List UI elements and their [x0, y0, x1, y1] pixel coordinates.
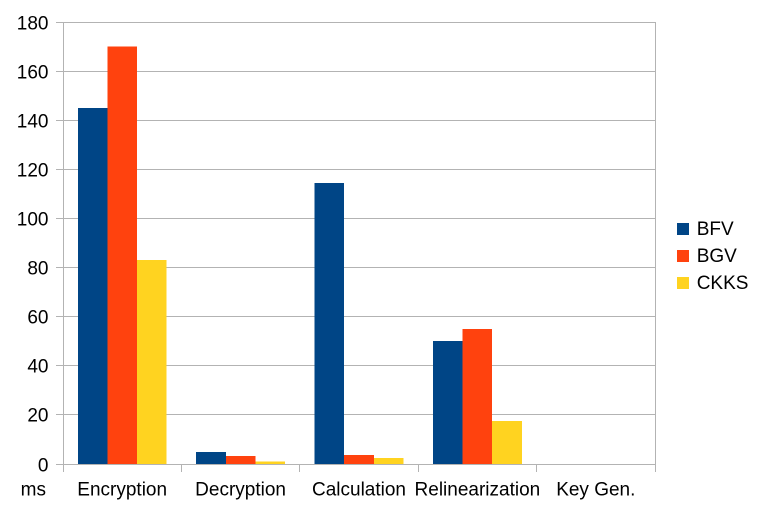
svg-text:BFV: BFV [697, 219, 734, 240]
svg-text:Encryption: Encryption [77, 479, 167, 500]
svg-text:0: 0 [38, 455, 49, 476]
svg-text:CKKS: CKKS [697, 273, 749, 294]
svg-text:180: 180 [17, 13, 49, 34]
svg-text:ms: ms [21, 479, 46, 500]
svg-text:80: 80 [27, 258, 48, 279]
svg-text:140: 140 [17, 111, 49, 132]
svg-text:Decryption: Decryption [195, 479, 286, 500]
svg-text:Relinearization: Relinearization [415, 479, 541, 500]
svg-text:100: 100 [17, 209, 49, 230]
svg-text:20: 20 [27, 405, 48, 426]
svg-text:BGV: BGV [697, 246, 737, 267]
svg-text:60: 60 [27, 307, 48, 328]
svg-text:Key Gen.: Key Gen. [556, 479, 635, 500]
svg-text:120: 120 [17, 160, 49, 181]
svg-text:160: 160 [17, 62, 49, 83]
svg-text:Calculation: Calculation [312, 479, 406, 500]
svg-text:40: 40 [27, 356, 48, 377]
